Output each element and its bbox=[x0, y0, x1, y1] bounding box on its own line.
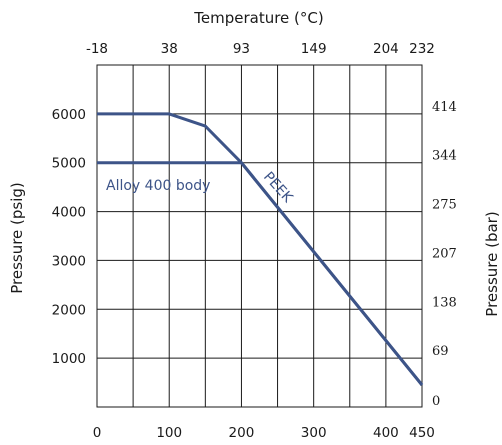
left-axis-title: Pressure (psig) bbox=[8, 182, 26, 294]
left-tick-label: 1000 bbox=[52, 351, 86, 367]
right-tick-label: 69 bbox=[432, 344, 449, 359]
bottom-tick-label: 300 bbox=[301, 425, 327, 441]
right-tick-label: 275 bbox=[432, 198, 457, 213]
left-tick-label: 3000 bbox=[52, 253, 86, 269]
right-tick-label: 138 bbox=[432, 295, 457, 310]
series-label-peek: PEEK bbox=[260, 169, 296, 207]
series-lines bbox=[97, 112, 424, 386]
right-tick-label: 414 bbox=[432, 100, 457, 115]
top-tick-label: 204 bbox=[373, 41, 399, 57]
top-tick-label: 232 bbox=[409, 41, 435, 57]
left-tick-label: 4000 bbox=[52, 205, 86, 221]
plot-frame bbox=[96, 64, 423, 408]
series-line-alloy-400-body bbox=[97, 161, 424, 386]
bottom-tick-label: 0 bbox=[93, 425, 102, 441]
top-tick-label: 93 bbox=[233, 41, 250, 57]
left-tick-label: 6000 bbox=[52, 107, 86, 123]
right-tick-label: 344 bbox=[432, 149, 457, 164]
top-tick-label: -18 bbox=[86, 41, 108, 57]
bottom-tick-label: 400 bbox=[373, 425, 399, 441]
right-axis-title: Pressure (bar) bbox=[483, 211, 501, 316]
right-tick-label: 0 bbox=[432, 394, 440, 409]
top-axis-title: Temperature (°C) bbox=[193, 9, 323, 27]
grid bbox=[96, 64, 423, 408]
left-tick-label: 5000 bbox=[52, 156, 86, 172]
bottom-tick-label: 450 bbox=[409, 425, 435, 441]
left-tick-label: 2000 bbox=[52, 302, 86, 318]
bottom-tick-label: 200 bbox=[229, 425, 255, 441]
top-tick-label: 149 bbox=[301, 41, 327, 57]
series-line-peek bbox=[97, 112, 424, 386]
right-tick-label: 207 bbox=[432, 246, 457, 261]
top-tick-label: 38 bbox=[161, 41, 178, 57]
tick-labels: -18 38 93 149 204 232 0 100 200 300 400 450 1000 2000… bbox=[52, 41, 457, 441]
bottom-tick-label: 100 bbox=[156, 425, 182, 441]
series-label-alloy-400-body: Alloy 400 body bbox=[106, 178, 210, 194]
